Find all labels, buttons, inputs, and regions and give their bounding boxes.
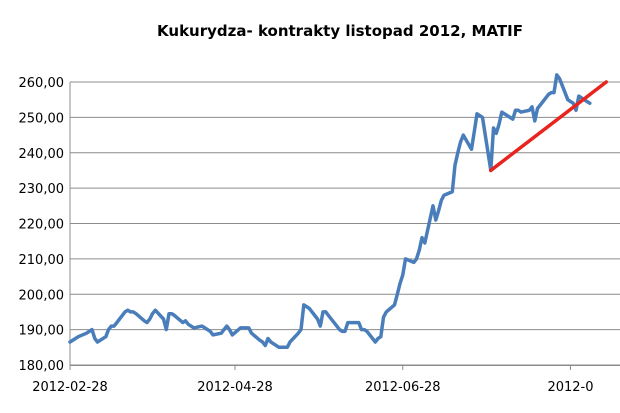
y-tick-label: 220,00	[19, 218, 65, 233]
y-tick-label: 180,00	[19, 359, 65, 374]
x-tick-label: 2012-04-28	[197, 380, 273, 395]
trend-line-group	[489, 80, 608, 173]
price-series	[68, 73, 592, 350]
y-tick-label: 200,00	[19, 288, 65, 303]
y-tick-label: 230,00	[19, 182, 65, 197]
x-tick-label: 2012-02-28	[32, 380, 108, 395]
x-axis-tick-labels: 2012-02-28 2012-04-28 2012-06-28 2012-0	[32, 365, 594, 395]
y-tick-label: 190,00	[19, 324, 65, 339]
y-tick-label: 210,00	[19, 253, 65, 268]
y-tick-label: 240,00	[19, 147, 65, 162]
series-line-0	[68, 73, 592, 350]
y-tick-label: 250,00	[19, 111, 65, 126]
x-tick-label: 2012-06-28	[365, 380, 441, 395]
y-axis-tick-labels: 180,00 190,00 200,00 210,00 220,00 230,00 240,…	[19, 76, 65, 374]
y-tick-label: 260,00	[19, 76, 65, 91]
x-tick-label: 2012-0	[547, 380, 593, 395]
trend-line	[489, 80, 608, 173]
chart-title: Kukurydza- kontrakty listopad 2012, MATI…	[157, 22, 523, 40]
gridlines	[69, 81, 620, 366]
